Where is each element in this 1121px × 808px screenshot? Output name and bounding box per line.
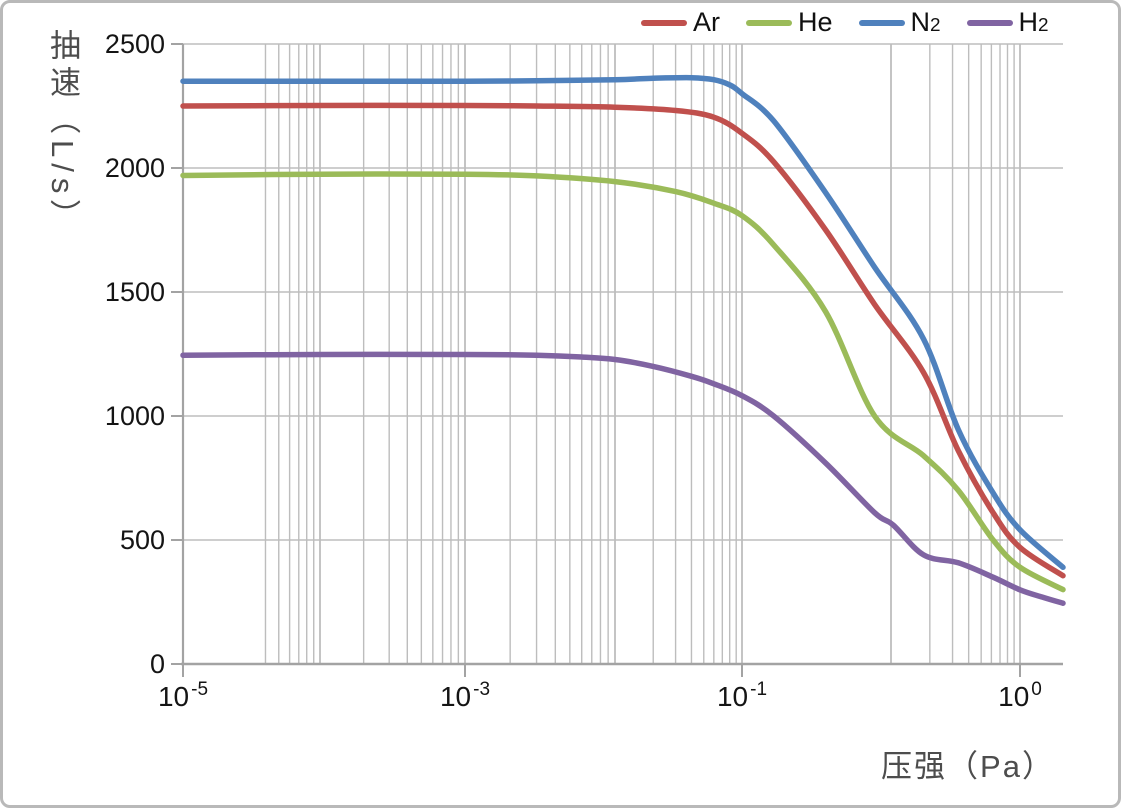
- y-tick-label-2000: 2000: [105, 153, 165, 183]
- y-tick-label-1500: 1500: [105, 277, 165, 307]
- legend-item-Ar: Ar: [641, 9, 720, 36]
- y-tick-label-0: 0: [150, 649, 165, 679]
- legend-label-subscript: 2: [1038, 15, 1049, 36]
- legend-swatch-Ar: [641, 19, 687, 26]
- legend-item-H2: H2: [966, 7, 1049, 37]
- legend-item-N2: N2: [858, 7, 941, 37]
- legend-swatch-N2: [858, 19, 905, 26]
- y-tick-label-1000: 1000: [105, 401, 165, 431]
- legend-label-H2: H2: [1018, 7, 1049, 37]
- curve-N2: [180, 74, 1066, 571]
- legend-item-He: He: [746, 9, 833, 36]
- legend-label-Ar: Ar: [693, 7, 720, 37]
- curve-H2: [180, 351, 1066, 606]
- legend: Ar He N2 H2: [641, 9, 1049, 36]
- x-axis-title: 压强（Pa）: [881, 749, 1055, 784]
- legend-label-N2: N2: [910, 7, 941, 37]
- x-tick-label-10e-3: 10 -3: [440, 679, 490, 712]
- x-tick-label-10e0: 10 0: [998, 679, 1042, 712]
- legend-swatch-H2: [966, 19, 1013, 26]
- x-tick-label-10e-5: 10 -5: [158, 679, 208, 712]
- y-tick-label-500: 500: [120, 525, 165, 555]
- y-tick-label-2500: 2500: [105, 29, 165, 59]
- x-tick-label-10e-1: 10 -1: [717, 679, 767, 712]
- legend-swatch-He: [746, 19, 792, 26]
- plot-area: 0 500 1000 1500 2000 2500 10 -5 10 -3 10 -1 10 0: [105, 29, 1066, 712]
- legend-label-He: He: [798, 7, 833, 37]
- curve-Ar: [180, 102, 1066, 579]
- curve-He: [180, 171, 1066, 593]
- legend-label-subscript: 2: [930, 15, 941, 36]
- y-axis-title: 抽速（L/s）: [45, 29, 80, 237]
